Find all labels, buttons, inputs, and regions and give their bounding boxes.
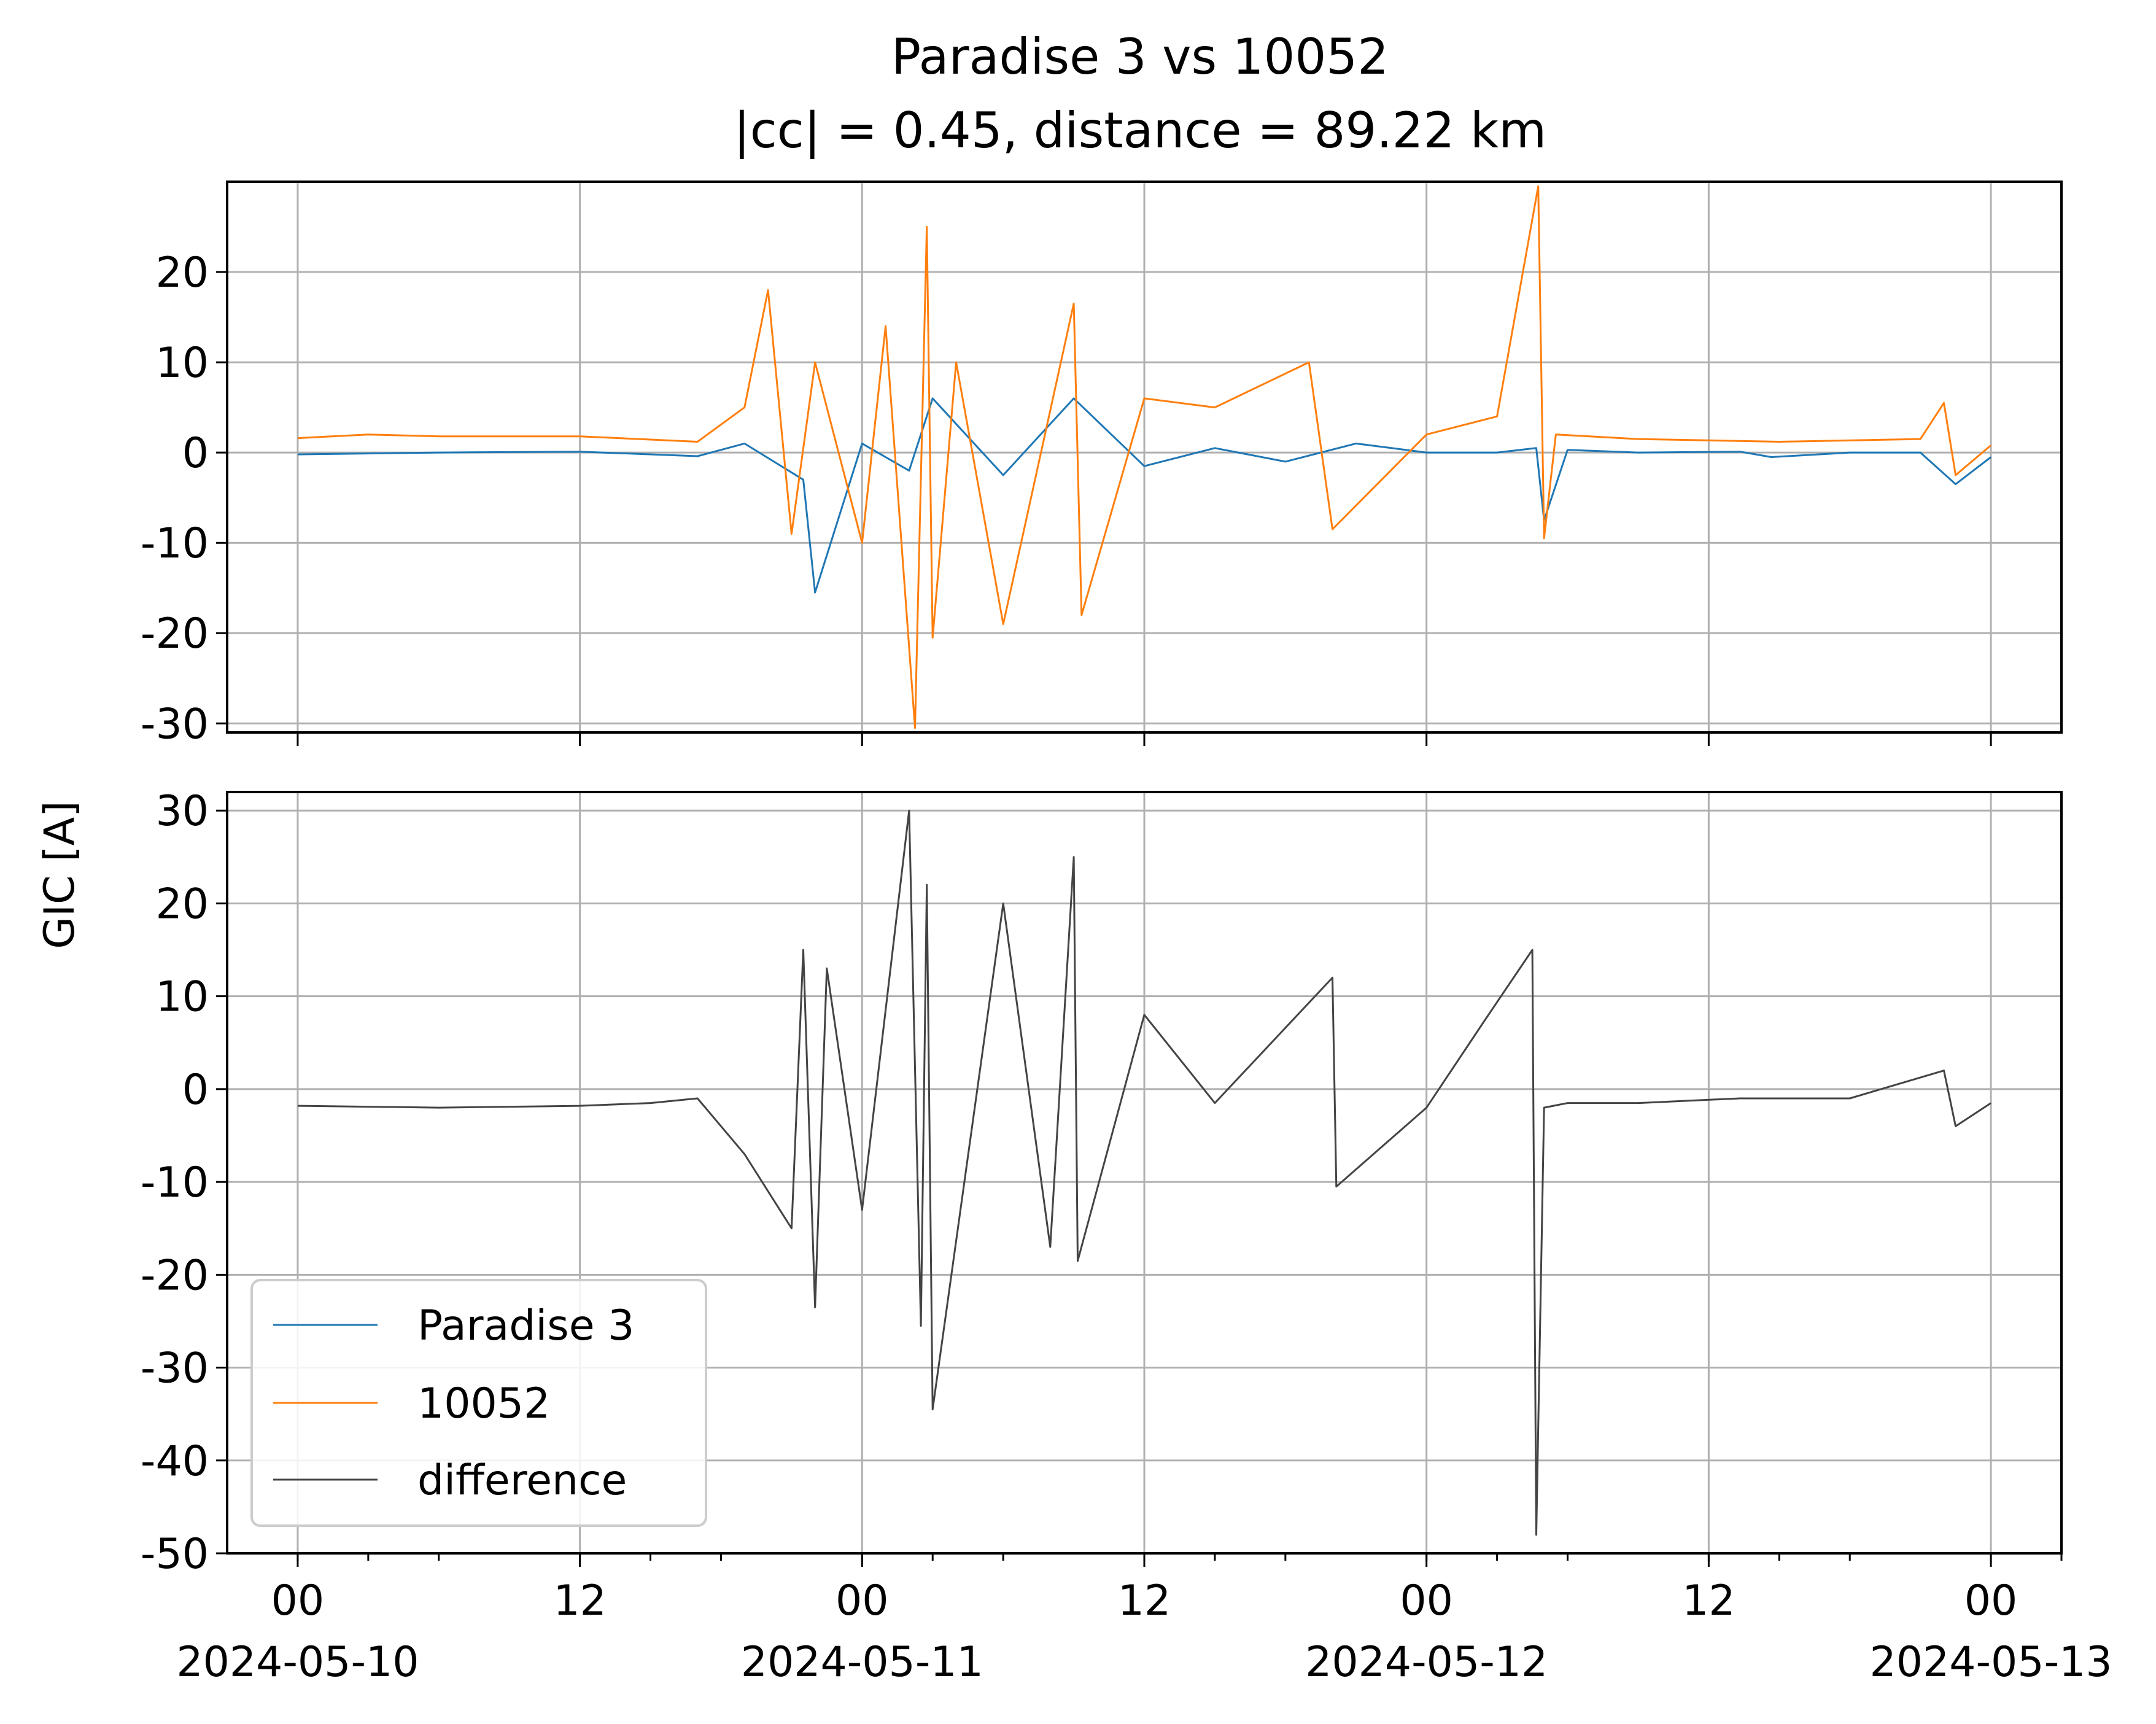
x-tick-label-hour: 00 <box>1964 1577 2018 1625</box>
x-tick-label-date: 2024-05-11 <box>741 1638 983 1687</box>
x-tick-label-date: 2024-05-13 <box>1869 1638 2112 1687</box>
top-panel-frame <box>226 181 2063 734</box>
legend: Paradise 3 10052 difference <box>250 1279 707 1527</box>
y-tick-label: 0 <box>182 429 209 478</box>
y-axis-label: GIC [A] <box>36 801 84 949</box>
chart-title-line-2: |cc| = 0.45, distance = 89.22 km <box>734 102 1546 160</box>
x-tick-label-hour: 00 <box>836 1577 889 1625</box>
y-tick-label: 30 <box>155 787 209 836</box>
x-tick-label-date: 2024-05-10 <box>176 1638 419 1687</box>
y-tick-label: -30 <box>141 700 209 748</box>
top-panel-series <box>297 185 1992 729</box>
y-tick-label: 20 <box>155 880 209 928</box>
legend-box <box>250 1279 707 1527</box>
legend-label-10052: 10052 <box>417 1380 550 1428</box>
x-tick-label-hour: 12 <box>1118 1577 1171 1625</box>
y-tick-label: 10 <box>155 339 209 387</box>
chart-title-line-1: Paradise 3 vs 10052 <box>891 28 1389 85</box>
bottom-panel-series <box>297 809 1991 1536</box>
y-tick-label: -10 <box>141 519 209 568</box>
series-line-10052 <box>297 185 1992 729</box>
y-tick-label: -10 <box>141 1159 209 1207</box>
y-tick-label: 20 <box>155 249 209 297</box>
legend-label-paradise-3: Paradise 3 <box>417 1302 634 1350</box>
series-line-paradise-3 <box>297 397 1992 594</box>
bottom-panel-y-ticks: -50 -40 -30 -20 -10 0 10 20 30 <box>141 787 227 1578</box>
top-panel-y-ticks: -30 -20 -10 0 10 20 <box>141 249 227 748</box>
y-tick-label: 0 <box>182 1066 209 1114</box>
x-tick-label-hour: 00 <box>1400 1577 1453 1625</box>
series-line-difference <box>297 809 1991 1536</box>
x-tick-label-hour: 00 <box>271 1577 325 1625</box>
x-tick-label-hour: 12 <box>1682 1577 1735 1625</box>
y-tick-label: -20 <box>141 1251 209 1300</box>
y-tick-label: -50 <box>141 1530 209 1578</box>
bottom-panel-x-ticks: 00 2024-05-10 12 00 2024-05-11 12 00 2024-05-12… <box>176 1553 2112 1687</box>
top-panel-grid <box>227 182 2061 732</box>
y-tick-label: 10 <box>155 973 209 1022</box>
bottom-panel-frame <box>226 791 2063 1555</box>
legend-label-difference: difference <box>417 1456 627 1505</box>
y-tick-label: -20 <box>141 610 209 658</box>
x-tick-label-date: 2024-05-12 <box>1305 1638 1548 1687</box>
x-tick-label-hour: 12 <box>553 1577 607 1625</box>
y-tick-label: -40 <box>141 1437 209 1486</box>
y-tick-label: -30 <box>141 1345 209 1393</box>
top-panel-x-ticks <box>297 732 1992 746</box>
top-panel: -30 -20 -10 0 10 20 <box>141 181 2063 748</box>
